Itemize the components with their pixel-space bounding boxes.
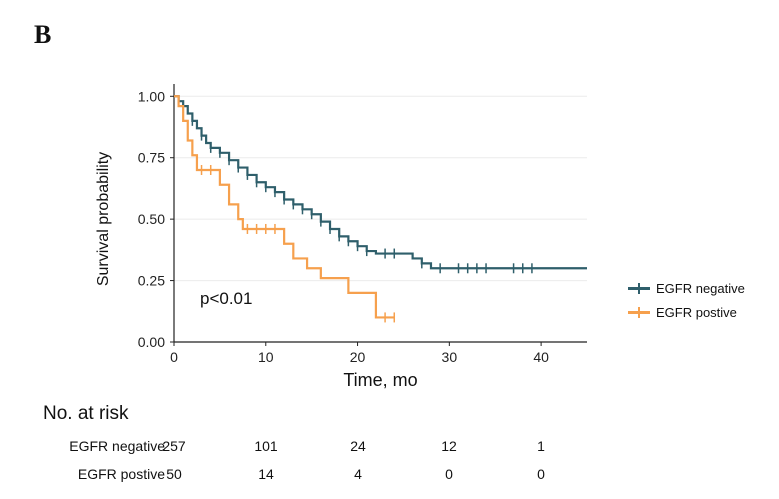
x-tick-label: 20 xyxy=(350,349,366,365)
legend-swatch-egfr-positive xyxy=(628,306,650,318)
risk-value: 12 xyxy=(441,438,457,454)
panel-label: B xyxy=(34,20,52,49)
risk-value: 0 xyxy=(445,466,453,482)
y-tick-label: 0.25 xyxy=(138,273,165,289)
x-axis-label: Time, mo xyxy=(343,370,417,390)
legend-item-egfr-negative: EGFR negative xyxy=(628,276,745,300)
legend: EGFR negative EGFR postive xyxy=(628,276,745,324)
risk-value: 14 xyxy=(258,466,274,482)
risk-value: 0 xyxy=(537,466,545,482)
risk-value: 4 xyxy=(354,466,362,482)
risk-value: 257 xyxy=(162,438,186,454)
risk-value: 24 xyxy=(350,438,366,454)
risk-value: 50 xyxy=(166,466,182,482)
x-tick-label: 30 xyxy=(442,349,458,365)
legend-label-egfr-positive: EGFR postive xyxy=(656,304,737,320)
x-tick-label: 0 xyxy=(170,349,178,365)
y-tick-label: 1.00 xyxy=(138,88,165,104)
series-egfr-positive-line xyxy=(174,95,395,319)
legend-label-egfr-negative: EGFR negative xyxy=(656,280,745,296)
y-tick-label: 0.00 xyxy=(138,334,165,350)
series-egfr-negative-line xyxy=(174,95,587,270)
legend-swatch-egfr-negative xyxy=(628,282,650,294)
legend-item-egfr-positive: EGFR postive xyxy=(628,300,745,324)
risk-table-title: No. at risk xyxy=(43,403,129,424)
risk-row-label: EGFR negative xyxy=(69,438,165,454)
y-tick-label: 0.75 xyxy=(138,150,165,166)
risk-value: 1 xyxy=(537,438,545,454)
risk-row-label: EGFR postive xyxy=(77,466,165,482)
risk-value: 101 xyxy=(254,438,278,454)
x-tick-label: 10 xyxy=(258,349,274,365)
kaplan-meier-chart: 0.00 0.25 0.50 0.75 1.00 0 10 20 30 40 Time, mo Sur… xyxy=(95,84,587,390)
y-axis-label: Survival probability xyxy=(95,152,112,286)
risk-row-egfr-negative: EGFR negative 257 101 24 12 1 xyxy=(0,438,779,458)
y-tick-label: 0.50 xyxy=(138,211,165,227)
p-value-annotation: p<0.01 xyxy=(200,289,252,308)
x-tick-label: 40 xyxy=(533,349,549,365)
risk-row-egfr-positive: EGFR postive 50 14 4 0 0 xyxy=(0,466,779,486)
